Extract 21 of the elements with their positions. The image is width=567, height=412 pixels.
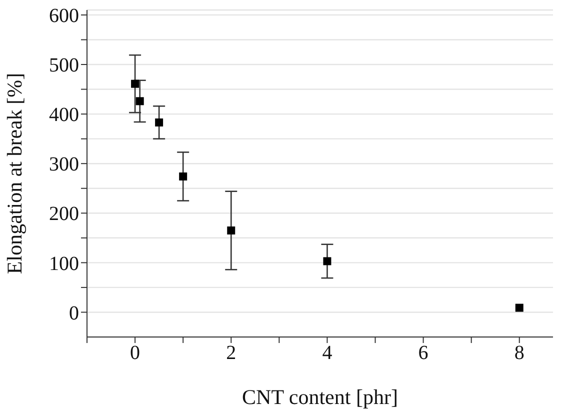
x-tick-label: 8 xyxy=(514,342,524,364)
y-tick-label: 400 xyxy=(49,104,79,126)
point xyxy=(136,97,144,106)
x-tick-label: 2 xyxy=(226,342,236,364)
point xyxy=(227,226,236,234)
x-tick-label: 0 xyxy=(130,342,140,364)
y-tick-label: 500 xyxy=(49,54,79,77)
y-axis-title: Elongation at break [%] xyxy=(2,72,26,274)
point xyxy=(179,172,188,180)
point xyxy=(131,80,140,88)
point xyxy=(515,304,524,312)
y-tick-label: 0 xyxy=(69,302,79,324)
y-tick-label: 300 xyxy=(49,154,79,176)
x-tick-label: 6 xyxy=(418,342,428,364)
x-tick-label: 4 xyxy=(322,342,332,364)
point xyxy=(323,257,332,266)
x-axis-title: CNT content [phr] xyxy=(242,385,398,409)
y-tick-label: 200 xyxy=(49,203,79,226)
y-tick-label: 100 xyxy=(49,252,79,275)
y-tick-label: 600 xyxy=(49,5,79,28)
point xyxy=(155,118,164,126)
